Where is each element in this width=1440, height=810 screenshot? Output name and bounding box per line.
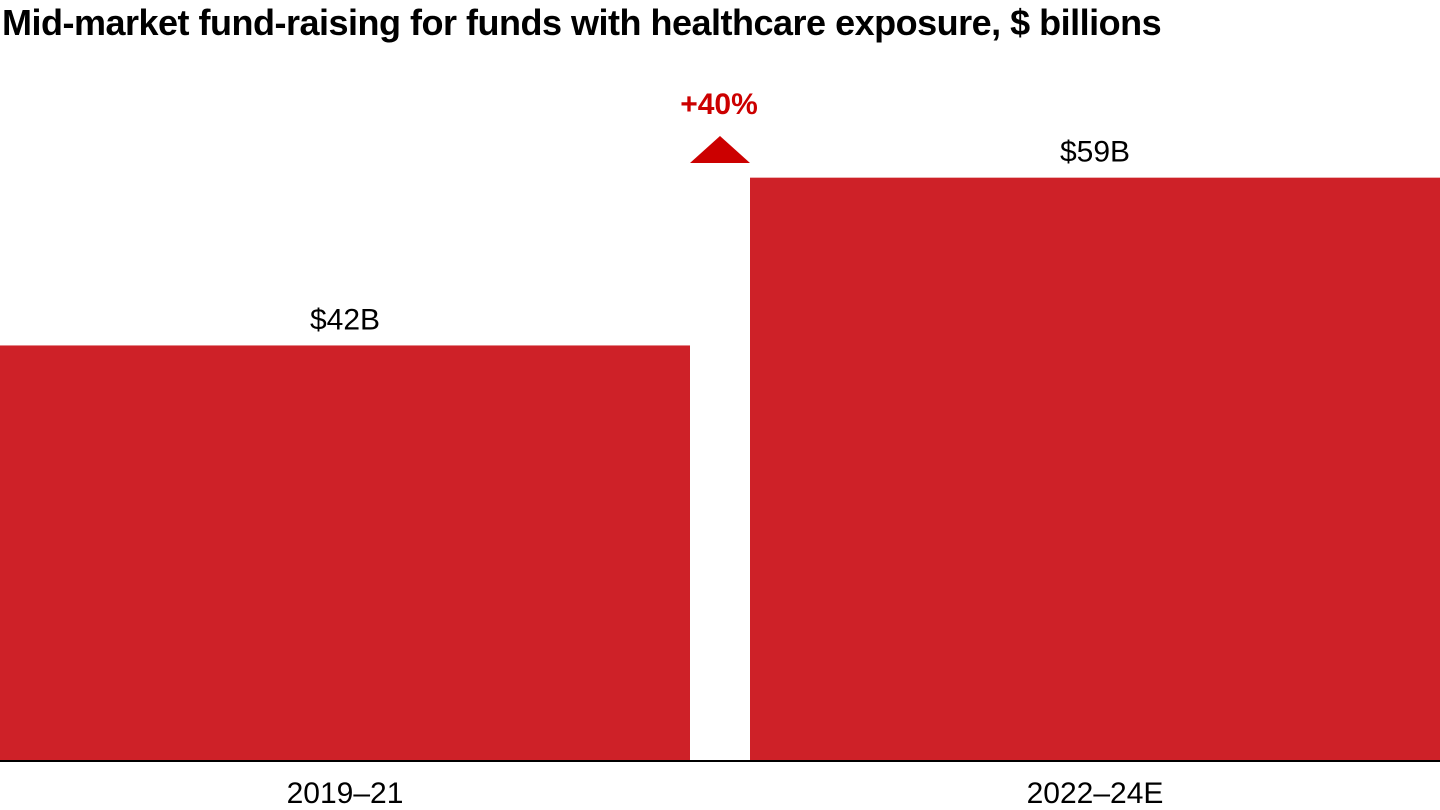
increase-triangle-icon	[690, 136, 750, 163]
data-label-1: $42B	[310, 303, 380, 336]
bar-2	[750, 177, 1440, 760]
x-tick-label-1: 2019–21	[287, 777, 404, 810]
x-tick-label-2: 2022–24E	[1027, 777, 1164, 810]
bars-group	[0, 177, 1440, 760]
chart-title: Mid-market fund-raising for funds with h…	[2, 2, 1162, 43]
bar-1	[0, 345, 690, 760]
data-label-2: $59B	[1060, 136, 1130, 169]
growth-annotation: +40%	[680, 88, 758, 121]
labels-group: $42B 2019–21 $59B 2022–24E	[287, 136, 1164, 810]
